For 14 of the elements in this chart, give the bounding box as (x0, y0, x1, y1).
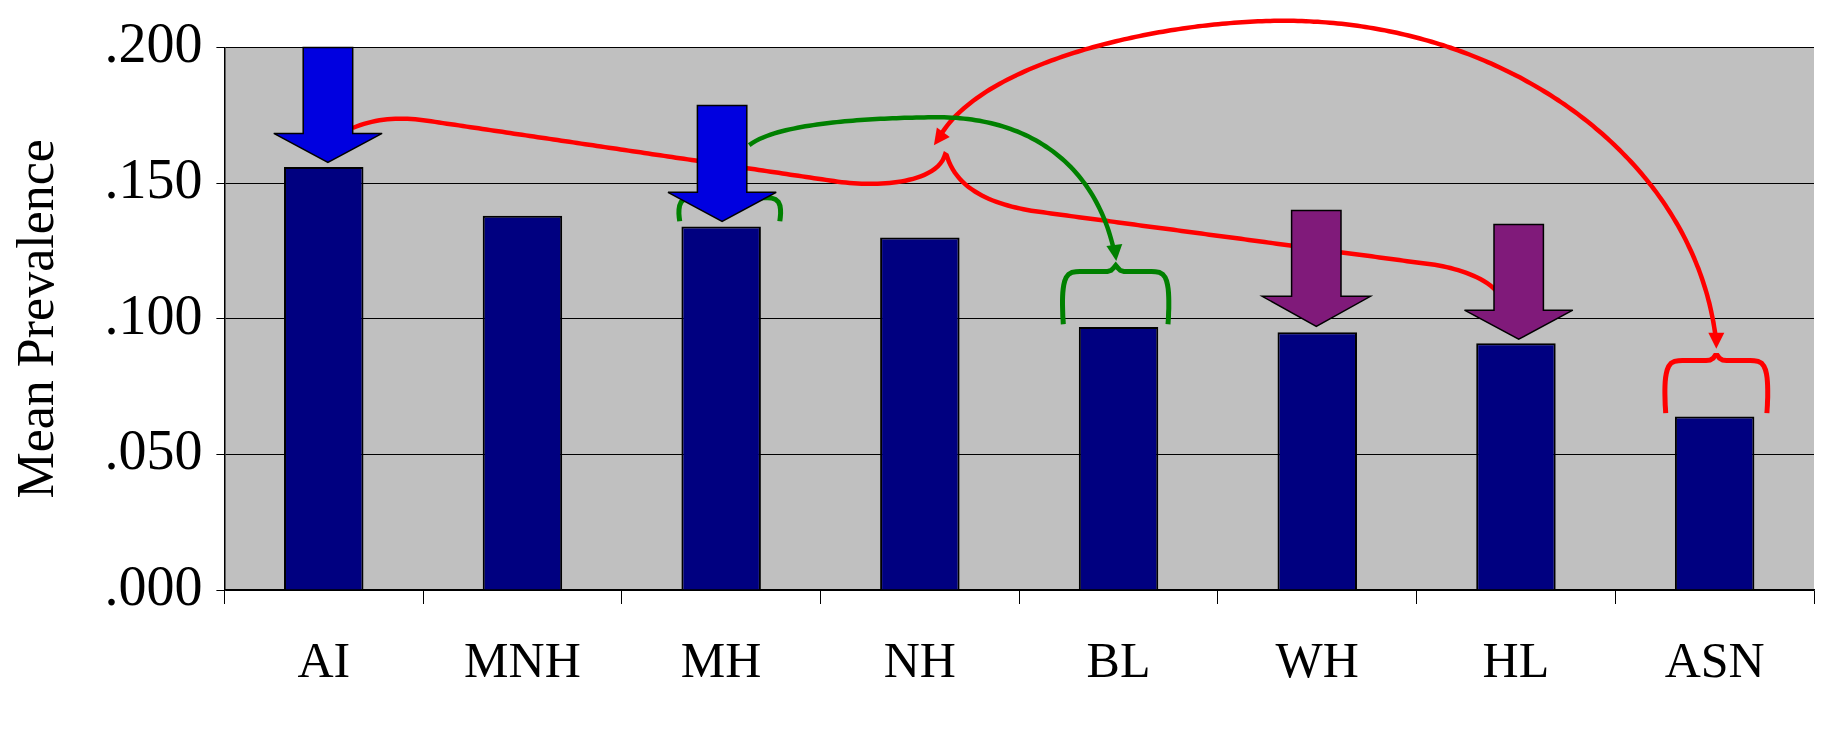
y-axis-title: Mean Prevalence (6, 139, 64, 499)
x-tick-label: NH (883, 632, 956, 689)
x-tick-label: AI (297, 632, 351, 689)
x-tick-label: ASN (1664, 632, 1765, 689)
x-tick-label: HL (1482, 632, 1550, 689)
x-tick-label: WH (1275, 632, 1359, 689)
y-tick-label: .150 (104, 147, 203, 210)
x-tick-label: MH (680, 632, 762, 689)
y-tick-label: .050 (104, 419, 203, 482)
x-tick-label: BL (1086, 632, 1151, 689)
y-tick-label: .000 (104, 554, 203, 617)
x-tick-label: MNH (464, 632, 581, 689)
y-tick-label: .100 (104, 283, 203, 346)
y-tick-label: .200 (104, 12, 203, 75)
